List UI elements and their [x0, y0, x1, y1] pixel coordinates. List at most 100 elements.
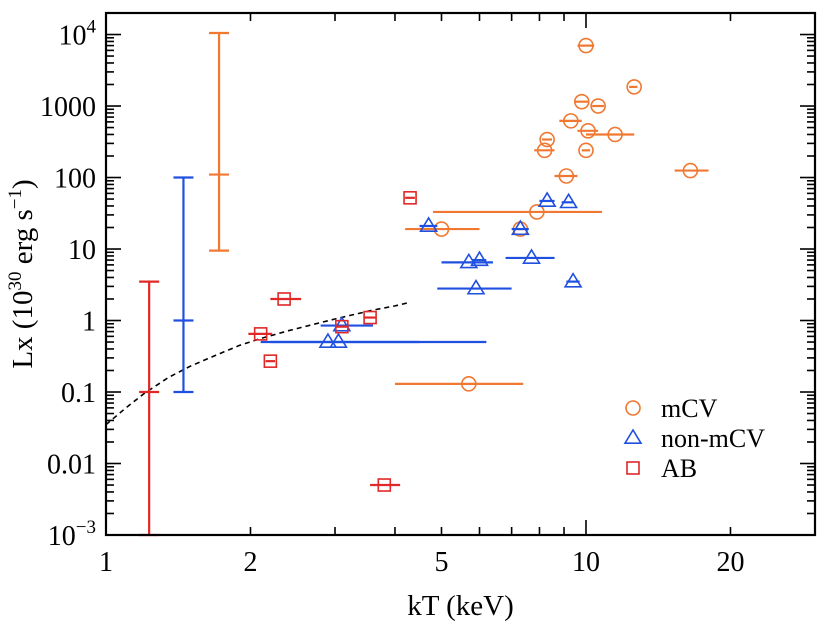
ab-point [270, 292, 302, 306]
legend-label-mcv: mCV [661, 394, 718, 423]
ab-point [248, 327, 273, 341]
mcv-point [577, 123, 599, 139]
mcv-error-bar [209, 31, 230, 252]
non-mcv-marker [563, 272, 583, 288]
y-axis-label: Lx (1030 erg s−1) [5, 179, 39, 368]
mcv-point [573, 93, 590, 110]
mcv-marker [578, 142, 594, 159]
non-mcv-marker [510, 219, 530, 236]
y-tick-labels: 10−3 0.01 0.1 1 10 100 1000 104 [40, 17, 97, 552]
ab-point [263, 354, 278, 368]
mcv-marker [682, 162, 699, 179]
ab-marker [263, 354, 278, 368]
ab-marker [403, 191, 417, 205]
non-mcv-marker [459, 252, 479, 269]
x-tick-label: 2 [243, 547, 257, 578]
x-tick-label: 10 [572, 547, 600, 578]
x-tick-label: 5 [434, 547, 448, 578]
mcv-point [534, 142, 555, 159]
mcv-marker [607, 126, 623, 143]
ab-point [363, 310, 377, 325]
mcv-point [432, 204, 603, 220]
non-mcv-marker [332, 316, 352, 332]
series-mcv [209, 31, 709, 392]
mcv-marker [578, 37, 594, 54]
mcv-point [585, 126, 635, 143]
non-mcv-marker [318, 332, 338, 349]
legend-entry-mcv: mCV [625, 394, 718, 423]
non-mcv-marker [522, 248, 541, 264]
mcv-point [559, 113, 582, 129]
mcv-point [674, 162, 709, 179]
non-mcv-point [441, 252, 493, 269]
non-mcv-point [510, 219, 530, 236]
axis-ticks [105, 12, 816, 536]
y-tick-label: 0.01 [47, 450, 96, 481]
mcv-marker [461, 376, 477, 392]
non-mcv-marker [329, 332, 348, 349]
non-mcv-marker [470, 250, 489, 267]
x-tick-label: 20 [716, 547, 744, 578]
series-ab [139, 191, 417, 537]
x-tick-label: 1 [99, 547, 113, 578]
non-mcv-point [437, 278, 512, 295]
plot-area [105, 31, 709, 537]
ab-point [403, 191, 417, 205]
mcv-marker [580, 123, 596, 139]
plot-frame [104, 11, 817, 537]
mcv-marker [563, 113, 579, 129]
legend-label-ab: AB [661, 454, 697, 483]
mcv-point [590, 98, 606, 114]
mcv-marker [529, 204, 545, 220]
legend-marker-ab [626, 461, 640, 475]
y-tick-label: 10−3 [48, 517, 96, 552]
non-mcv-marker [419, 216, 439, 232]
ab-marker [277, 292, 291, 306]
mcv-marker [539, 131, 555, 148]
mcv-marker [626, 79, 642, 95]
ab-point [335, 319, 349, 334]
mcv-marker [573, 93, 590, 110]
mcv-point [578, 142, 594, 159]
mcv-marker [558, 168, 575, 184]
y-tick-label: 1 [82, 307, 96, 338]
ab-marker [363, 310, 377, 325]
y-tick-label: 104 [59, 17, 97, 52]
mcv-point [577, 37, 595, 54]
non-mcv-point [419, 216, 439, 232]
non-mcv-marker [537, 191, 557, 207]
ab-marker [377, 478, 392, 492]
non-mcv-marker [559, 192, 579, 209]
non-mcv-marker [466, 278, 486, 295]
non-mcv-point [505, 248, 555, 264]
mcv-point [539, 131, 555, 148]
x-axis-label: kT (keV) [407, 590, 514, 622]
series-non-mcv [173, 176, 583, 394]
non-mcv-point [270, 332, 487, 349]
legend-entry-non-mcv: non-mCV [623, 424, 765, 453]
ab-marker [253, 327, 268, 341]
y-tick-label: 1000 [40, 92, 96, 123]
legend-marker-mcv [625, 400, 641, 416]
legend-marker-non-mcv [623, 428, 643, 445]
non-mcv-point [537, 191, 557, 207]
non-mcv-point [559, 192, 579, 209]
legend-entry-ab: AB [626, 454, 697, 483]
non-mcv-point [470, 250, 489, 267]
x-tick-labels: 1 2 5 10 20 [99, 547, 744, 578]
y-tick-label: 100 [54, 164, 96, 195]
non-mcv-point [563, 272, 583, 288]
ab-marker [335, 319, 349, 334]
non-mcv-point [320, 316, 374, 332]
ab-point [370, 478, 401, 492]
mcv-point [405, 221, 480, 237]
ab-error-bar [139, 280, 160, 537]
legend-label-non-mcv: non-mCV [661, 424, 765, 453]
mcv-point [394, 376, 524, 392]
y-tick-label: 0.1 [61, 378, 96, 409]
mcv-point [554, 168, 578, 184]
mcv-marker [590, 98, 606, 114]
y-tick-label: 10 [68, 235, 96, 266]
